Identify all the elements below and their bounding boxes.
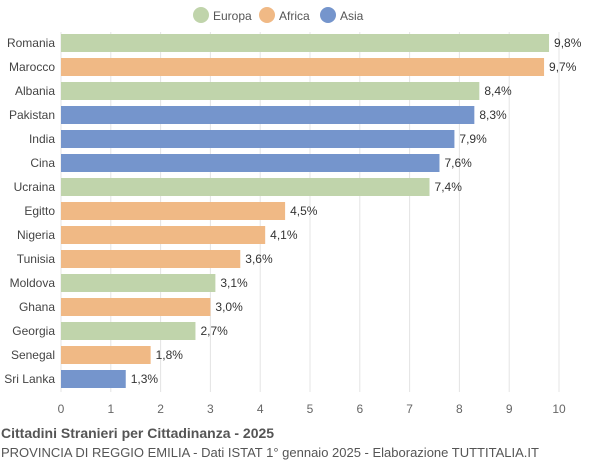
category-label: Cina xyxy=(30,156,55,170)
bar xyxy=(61,202,286,220)
category-label: Senegal xyxy=(11,348,55,362)
x-tick-label: 0 xyxy=(58,402,65,416)
bar xyxy=(61,106,475,124)
bar xyxy=(61,178,430,196)
x-tick-label: 9 xyxy=(506,402,513,416)
legend-label: Asia xyxy=(340,9,364,23)
bar xyxy=(61,58,545,76)
bar xyxy=(61,298,211,316)
x-tick-label: 2 xyxy=(157,402,164,416)
data-label: 1,3% xyxy=(131,372,159,386)
category-label: Ucraina xyxy=(14,180,56,194)
data-label: 2,7% xyxy=(200,324,228,338)
bar xyxy=(61,346,151,364)
x-tick-label: 10 xyxy=(552,402,566,416)
bar xyxy=(61,250,241,268)
data-label: 7,9% xyxy=(459,132,487,146)
data-label: 7,6% xyxy=(444,156,472,170)
bar xyxy=(61,130,455,148)
x-tick-label: 6 xyxy=(356,402,363,416)
bar xyxy=(61,370,126,388)
chart-title: Cittadini Stranieri per Cittadinanza - 2… xyxy=(1,425,275,441)
data-label: 9,8% xyxy=(554,36,582,50)
category-label: Egitto xyxy=(24,204,55,218)
data-label: 4,5% xyxy=(290,204,318,218)
legend-marker xyxy=(259,7,275,23)
bar xyxy=(61,274,216,292)
x-tick-label: 7 xyxy=(406,402,413,416)
bar xyxy=(61,82,480,100)
x-tick-label: 8 xyxy=(456,402,463,416)
x-tick-label: 4 xyxy=(257,402,264,416)
data-label: 3,1% xyxy=(220,276,248,290)
legend-label: Africa xyxy=(279,9,310,23)
x-tick-label: 5 xyxy=(307,402,314,416)
data-label: 7,4% xyxy=(435,180,463,194)
bar xyxy=(61,34,550,52)
legend-marker xyxy=(193,7,209,23)
data-label: 4,1% xyxy=(270,228,298,242)
category-label: Nigeria xyxy=(17,228,55,242)
chart-subtitle: PROVINCIA DI REGGIO EMILIA - Dati ISTAT … xyxy=(1,445,539,460)
data-label: 3,0% xyxy=(215,300,243,314)
bar xyxy=(61,322,196,340)
category-label: Pakistan xyxy=(9,108,55,122)
category-label: India xyxy=(29,132,55,146)
x-tick-label: 3 xyxy=(207,402,214,416)
x-tick-label: 1 xyxy=(107,402,114,416)
data-label: 8,3% xyxy=(479,108,507,122)
category-label: Albania xyxy=(15,84,55,98)
legend-label: Europa xyxy=(213,9,252,23)
bar xyxy=(61,226,266,244)
category-label: Sri Lanka xyxy=(4,372,55,386)
category-label: Tunisia xyxy=(17,252,56,266)
bar xyxy=(61,154,440,172)
data-label: 9,7% xyxy=(549,60,577,74)
category-label: Georgia xyxy=(12,324,55,338)
legend-marker xyxy=(320,7,336,23)
bar-chart: 0 1 2 3 4 5 6 7 8 9 10 Romania 9,8% Marocco 9,7% Albani… xyxy=(4,7,582,416)
category-label: Moldova xyxy=(10,276,56,290)
data-label: 8,4% xyxy=(484,84,512,98)
category-label: Romania xyxy=(7,36,55,50)
category-label: Marocco xyxy=(9,60,55,74)
category-label: Ghana xyxy=(19,300,55,314)
data-label: 1,8% xyxy=(156,348,184,362)
data-label: 3,6% xyxy=(245,252,273,266)
